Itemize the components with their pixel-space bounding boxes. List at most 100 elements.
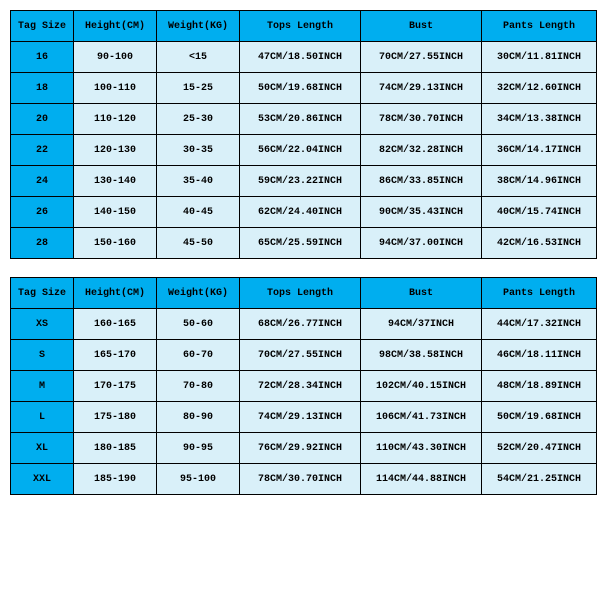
tops-cell: 53CM/20.86INCH (240, 104, 361, 135)
weight-cell: 90-95 (157, 433, 240, 464)
tops-cell: 59CM/23.22INCH (240, 166, 361, 197)
size-cell: M (11, 371, 74, 402)
tag-size-header: Tag Size (11, 11, 74, 42)
weight-cell: 45-50 (157, 228, 240, 259)
height-cell: 90-100 (74, 42, 157, 73)
size-cell: L (11, 402, 74, 433)
bust-header: Bust (361, 278, 482, 309)
bust-cell: 114CM/44.88INCH (361, 464, 482, 495)
table-row: 22120-13030-3556CM/22.04INCH82CM/32.28IN… (11, 135, 597, 166)
weight-header: Weight(KG) (157, 11, 240, 42)
bust-cell: 94CM/37INCH (361, 309, 482, 340)
height-header: Height(CM) (74, 11, 157, 42)
pants-cell: 42CM/16.53INCH (482, 228, 597, 259)
size-cell: 24 (11, 166, 74, 197)
height-cell: 175-180 (74, 402, 157, 433)
table-row: 20110-12025-3053CM/20.86INCH78CM/30.70IN… (11, 104, 597, 135)
header-row: Tag SizeHeight(CM)Weight(KG)Tops LengthB… (11, 11, 597, 42)
table-row: M170-17570-8072CM/28.34INCH102CM/40.15IN… (11, 371, 597, 402)
table-row: 18100-11015-2550CM/19.68INCH74CM/29.13IN… (11, 73, 597, 104)
weight-cell: 60-70 (157, 340, 240, 371)
table-row: 26140-15040-4562CM/24.40INCH90CM/35.43IN… (11, 197, 597, 228)
table-row: 28150-16045-5065CM/25.59INCH94CM/37.00IN… (11, 228, 597, 259)
pants-cell: 48CM/18.89INCH (482, 371, 597, 402)
height-cell: 180-185 (74, 433, 157, 464)
weight-cell: 70-80 (157, 371, 240, 402)
size-cell: 18 (11, 73, 74, 104)
pants-cell: 30CM/11.81INCH (482, 42, 597, 73)
pants-cell: 50CM/19.68INCH (482, 402, 597, 433)
tops-header: Tops Length (240, 278, 361, 309)
height-cell: 185-190 (74, 464, 157, 495)
height-cell: 150-160 (74, 228, 157, 259)
tops-cell: 70CM/27.55INCH (240, 340, 361, 371)
tops-cell: 68CM/26.77INCH (240, 309, 361, 340)
tops-cell: 78CM/30.70INCH (240, 464, 361, 495)
size-cell: S (11, 340, 74, 371)
weight-header: Weight(KG) (157, 278, 240, 309)
pants-cell: 32CM/12.60INCH (482, 73, 597, 104)
tops-cell: 62CM/24.40INCH (240, 197, 361, 228)
weight-cell: 35-40 (157, 166, 240, 197)
height-cell: 100-110 (74, 73, 157, 104)
tops-cell: 72CM/28.34INCH (240, 371, 361, 402)
table-gap (10, 259, 590, 277)
bust-cell: 102CM/40.15INCH (361, 371, 482, 402)
weight-cell: 80-90 (157, 402, 240, 433)
weight-cell: 25-30 (157, 104, 240, 135)
height-cell: 170-175 (74, 371, 157, 402)
tag-size-header: Tag Size (11, 278, 74, 309)
size-cell: 16 (11, 42, 74, 73)
bust-cell: 110CM/43.30INCH (361, 433, 482, 464)
pants-cell: 54CM/21.25INCH (482, 464, 597, 495)
bust-cell: 82CM/32.28INCH (361, 135, 482, 166)
header-row: Tag SizeHeight(CM)Weight(KG)Tops LengthB… (11, 278, 597, 309)
weight-cell: 40-45 (157, 197, 240, 228)
height-cell: 160-165 (74, 309, 157, 340)
bust-cell: 90CM/35.43INCH (361, 197, 482, 228)
weight-cell: 50-60 (157, 309, 240, 340)
bust-cell: 98CM/38.58INCH (361, 340, 482, 371)
size-chart-container: Tag SizeHeight(CM)Weight(KG)Tops LengthB… (10, 10, 590, 495)
tops-cell: 50CM/19.68INCH (240, 73, 361, 104)
size-table-1: Tag SizeHeight(CM)Weight(KG)Tops LengthB… (10, 277, 597, 495)
size-cell: XS (11, 309, 74, 340)
height-cell: 120-130 (74, 135, 157, 166)
pants-header: Pants Length (482, 11, 597, 42)
size-cell: 22 (11, 135, 74, 166)
size-cell: 26 (11, 197, 74, 228)
pants-cell: 46CM/18.11INCH (482, 340, 597, 371)
table-row: 1690-100<1547CM/18.50INCH70CM/27.55INCH3… (11, 42, 597, 73)
tops-cell: 56CM/22.04INCH (240, 135, 361, 166)
table-row: L175-18080-9074CM/29.13INCH106CM/41.73IN… (11, 402, 597, 433)
tops-cell: 76CM/29.92INCH (240, 433, 361, 464)
bust-cell: 78CM/30.70INCH (361, 104, 482, 135)
table-row: XXL185-19095-10078CM/30.70INCH114CM/44.8… (11, 464, 597, 495)
height-cell: 130-140 (74, 166, 157, 197)
height-cell: 165-170 (74, 340, 157, 371)
pants-header: Pants Length (482, 278, 597, 309)
table-row: XS160-16550-6068CM/26.77INCH94CM/37INCH4… (11, 309, 597, 340)
bust-cell: 94CM/37.00INCH (361, 228, 482, 259)
weight-cell: 30-35 (157, 135, 240, 166)
pants-cell: 34CM/13.38INCH (482, 104, 597, 135)
bust-header: Bust (361, 11, 482, 42)
table-row: S165-17060-7070CM/27.55INCH98CM/38.58INC… (11, 340, 597, 371)
tops-cell: 65CM/25.59INCH (240, 228, 361, 259)
tops-cell: 47CM/18.50INCH (240, 42, 361, 73)
height-header: Height(CM) (74, 278, 157, 309)
bust-cell: 74CM/29.13INCH (361, 73, 482, 104)
tops-cell: 74CM/29.13INCH (240, 402, 361, 433)
pants-cell: 44CM/17.32INCH (482, 309, 597, 340)
weight-cell: <15 (157, 42, 240, 73)
pants-cell: 40CM/15.74INCH (482, 197, 597, 228)
tops-header: Tops Length (240, 11, 361, 42)
pants-cell: 38CM/14.96INCH (482, 166, 597, 197)
pants-cell: 52CM/20.47INCH (482, 433, 597, 464)
height-cell: 140-150 (74, 197, 157, 228)
pants-cell: 36CM/14.17INCH (482, 135, 597, 166)
weight-cell: 95-100 (157, 464, 240, 495)
height-cell: 110-120 (74, 104, 157, 135)
size-cell: 28 (11, 228, 74, 259)
size-table-0: Tag SizeHeight(CM)Weight(KG)Tops LengthB… (10, 10, 597, 259)
